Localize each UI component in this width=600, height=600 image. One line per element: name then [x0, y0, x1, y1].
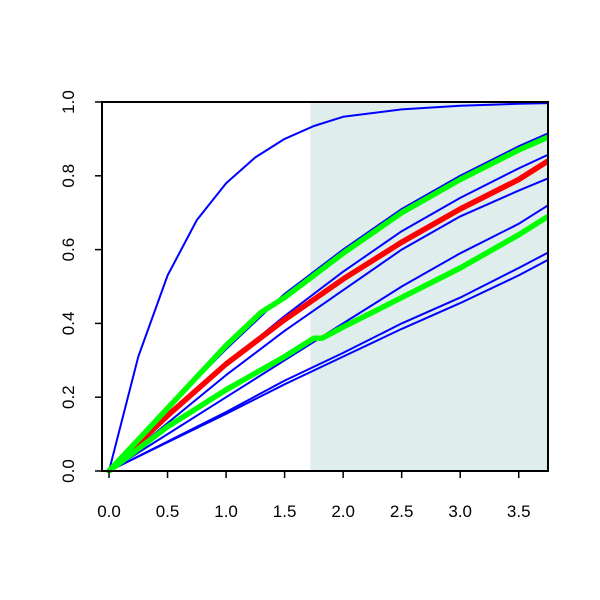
- y-tick-label: 1.0: [59, 90, 78, 114]
- x-tick-label: 0.5: [156, 502, 180, 521]
- series-line-7: [108, 258, 548, 472]
- series-line-10: [106, 213, 548, 473]
- plot-frame: [101, 101, 549, 472]
- series-line-5: [108, 204, 548, 472]
- x-tick-label: 2.5: [390, 502, 414, 521]
- x-tick-label: 2.0: [331, 502, 355, 521]
- series-layer: [106, 102, 548, 473]
- x-tick-label: 1.0: [214, 502, 238, 521]
- y-tick-label: 0.0: [59, 459, 78, 483]
- x-tick-label: 0.0: [97, 502, 121, 521]
- y-tick-label: 0.4: [59, 312, 78, 336]
- x-tick-label: 3.5: [507, 502, 531, 521]
- series-line-9: [106, 134, 548, 473]
- axes-layer: 0.0 0.5 1.0 1.5 2.0 2.5 3.0 3.5 0.0 0.2 0.4 0.6 0.8 1…: [59, 90, 549, 521]
- series-line-8: [106, 158, 548, 473]
- x-tick-label: 1.5: [273, 502, 297, 521]
- x-tick-label: 3.0: [448, 502, 472, 521]
- y-tick-label: 0.2: [59, 385, 78, 409]
- series-line-1: [108, 102, 548, 472]
- y-tick-label: 0.8: [59, 164, 78, 188]
- y-tick-label: 0.6: [59, 238, 78, 262]
- series-line-4: [108, 177, 548, 472]
